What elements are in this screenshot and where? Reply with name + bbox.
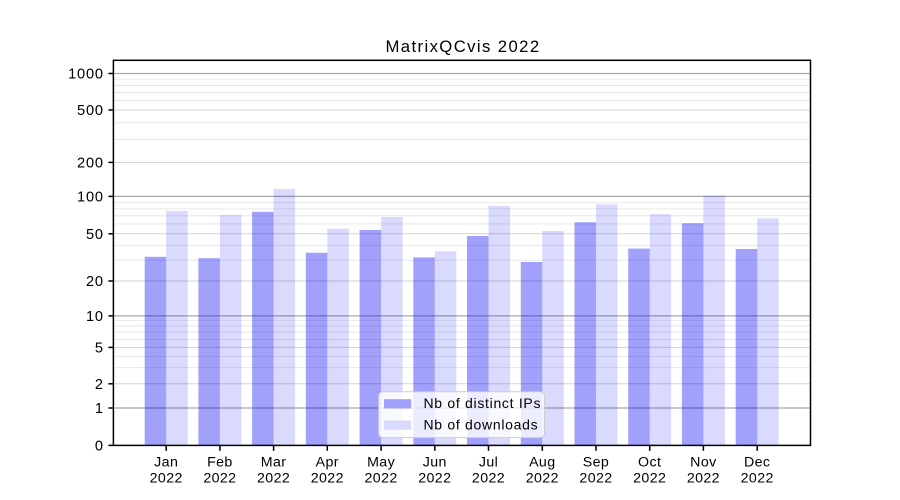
svg-text:Sep: Sep [583, 455, 609, 471]
svg-text:2022: 2022 [472, 471, 505, 487]
svg-text:2022: 2022 [418, 471, 451, 487]
svg-text:Aug: Aug [529, 455, 555, 471]
svg-text:2022: 2022 [633, 471, 666, 487]
svg-text:Mar: Mar [261, 455, 287, 471]
svg-text:2022: 2022 [526, 471, 559, 487]
svg-text:Apr: Apr [316, 455, 339, 471]
svg-text:2022: 2022 [579, 471, 612, 487]
svg-text:200: 200 [77, 156, 104, 172]
svg-text:2022: 2022 [311, 471, 344, 487]
svg-text:10: 10 [86, 309, 104, 325]
svg-text:Nov: Nov [690, 455, 717, 471]
svg-text:Jun: Jun [423, 455, 447, 471]
svg-text:100: 100 [77, 190, 104, 206]
svg-text:0: 0 [95, 439, 104, 455]
svg-text:2: 2 [95, 377, 104, 393]
svg-text:2022: 2022 [257, 471, 290, 487]
svg-text:5: 5 [95, 341, 104, 357]
svg-text:50: 50 [86, 227, 104, 243]
svg-text:Nb of distinct IPs: Nb of distinct IPs [424, 395, 542, 411]
svg-text:500: 500 [77, 103, 104, 119]
svg-text:1: 1 [95, 401, 104, 417]
svg-text:Feb: Feb [207, 455, 233, 471]
svg-text:2022: 2022 [203, 471, 236, 487]
svg-text:Nb of downloads: Nb of downloads [424, 417, 539, 433]
svg-text:Oct: Oct [638, 455, 661, 471]
svg-text:2022: 2022 [687, 471, 720, 487]
svg-text:2022: 2022 [150, 471, 183, 487]
svg-text:May: May [367, 455, 396, 471]
svg-text:1000: 1000 [68, 67, 104, 83]
svg-text:2022: 2022 [741, 471, 774, 487]
svg-text:Dec: Dec [744, 455, 770, 471]
svg-text:MatrixQCvis 2022: MatrixQCvis 2022 [385, 37, 540, 56]
svg-text:Jan: Jan [154, 455, 178, 471]
svg-text:Jul: Jul [479, 455, 498, 471]
svg-text:20: 20 [86, 274, 104, 290]
svg-text:2022: 2022 [365, 471, 398, 487]
